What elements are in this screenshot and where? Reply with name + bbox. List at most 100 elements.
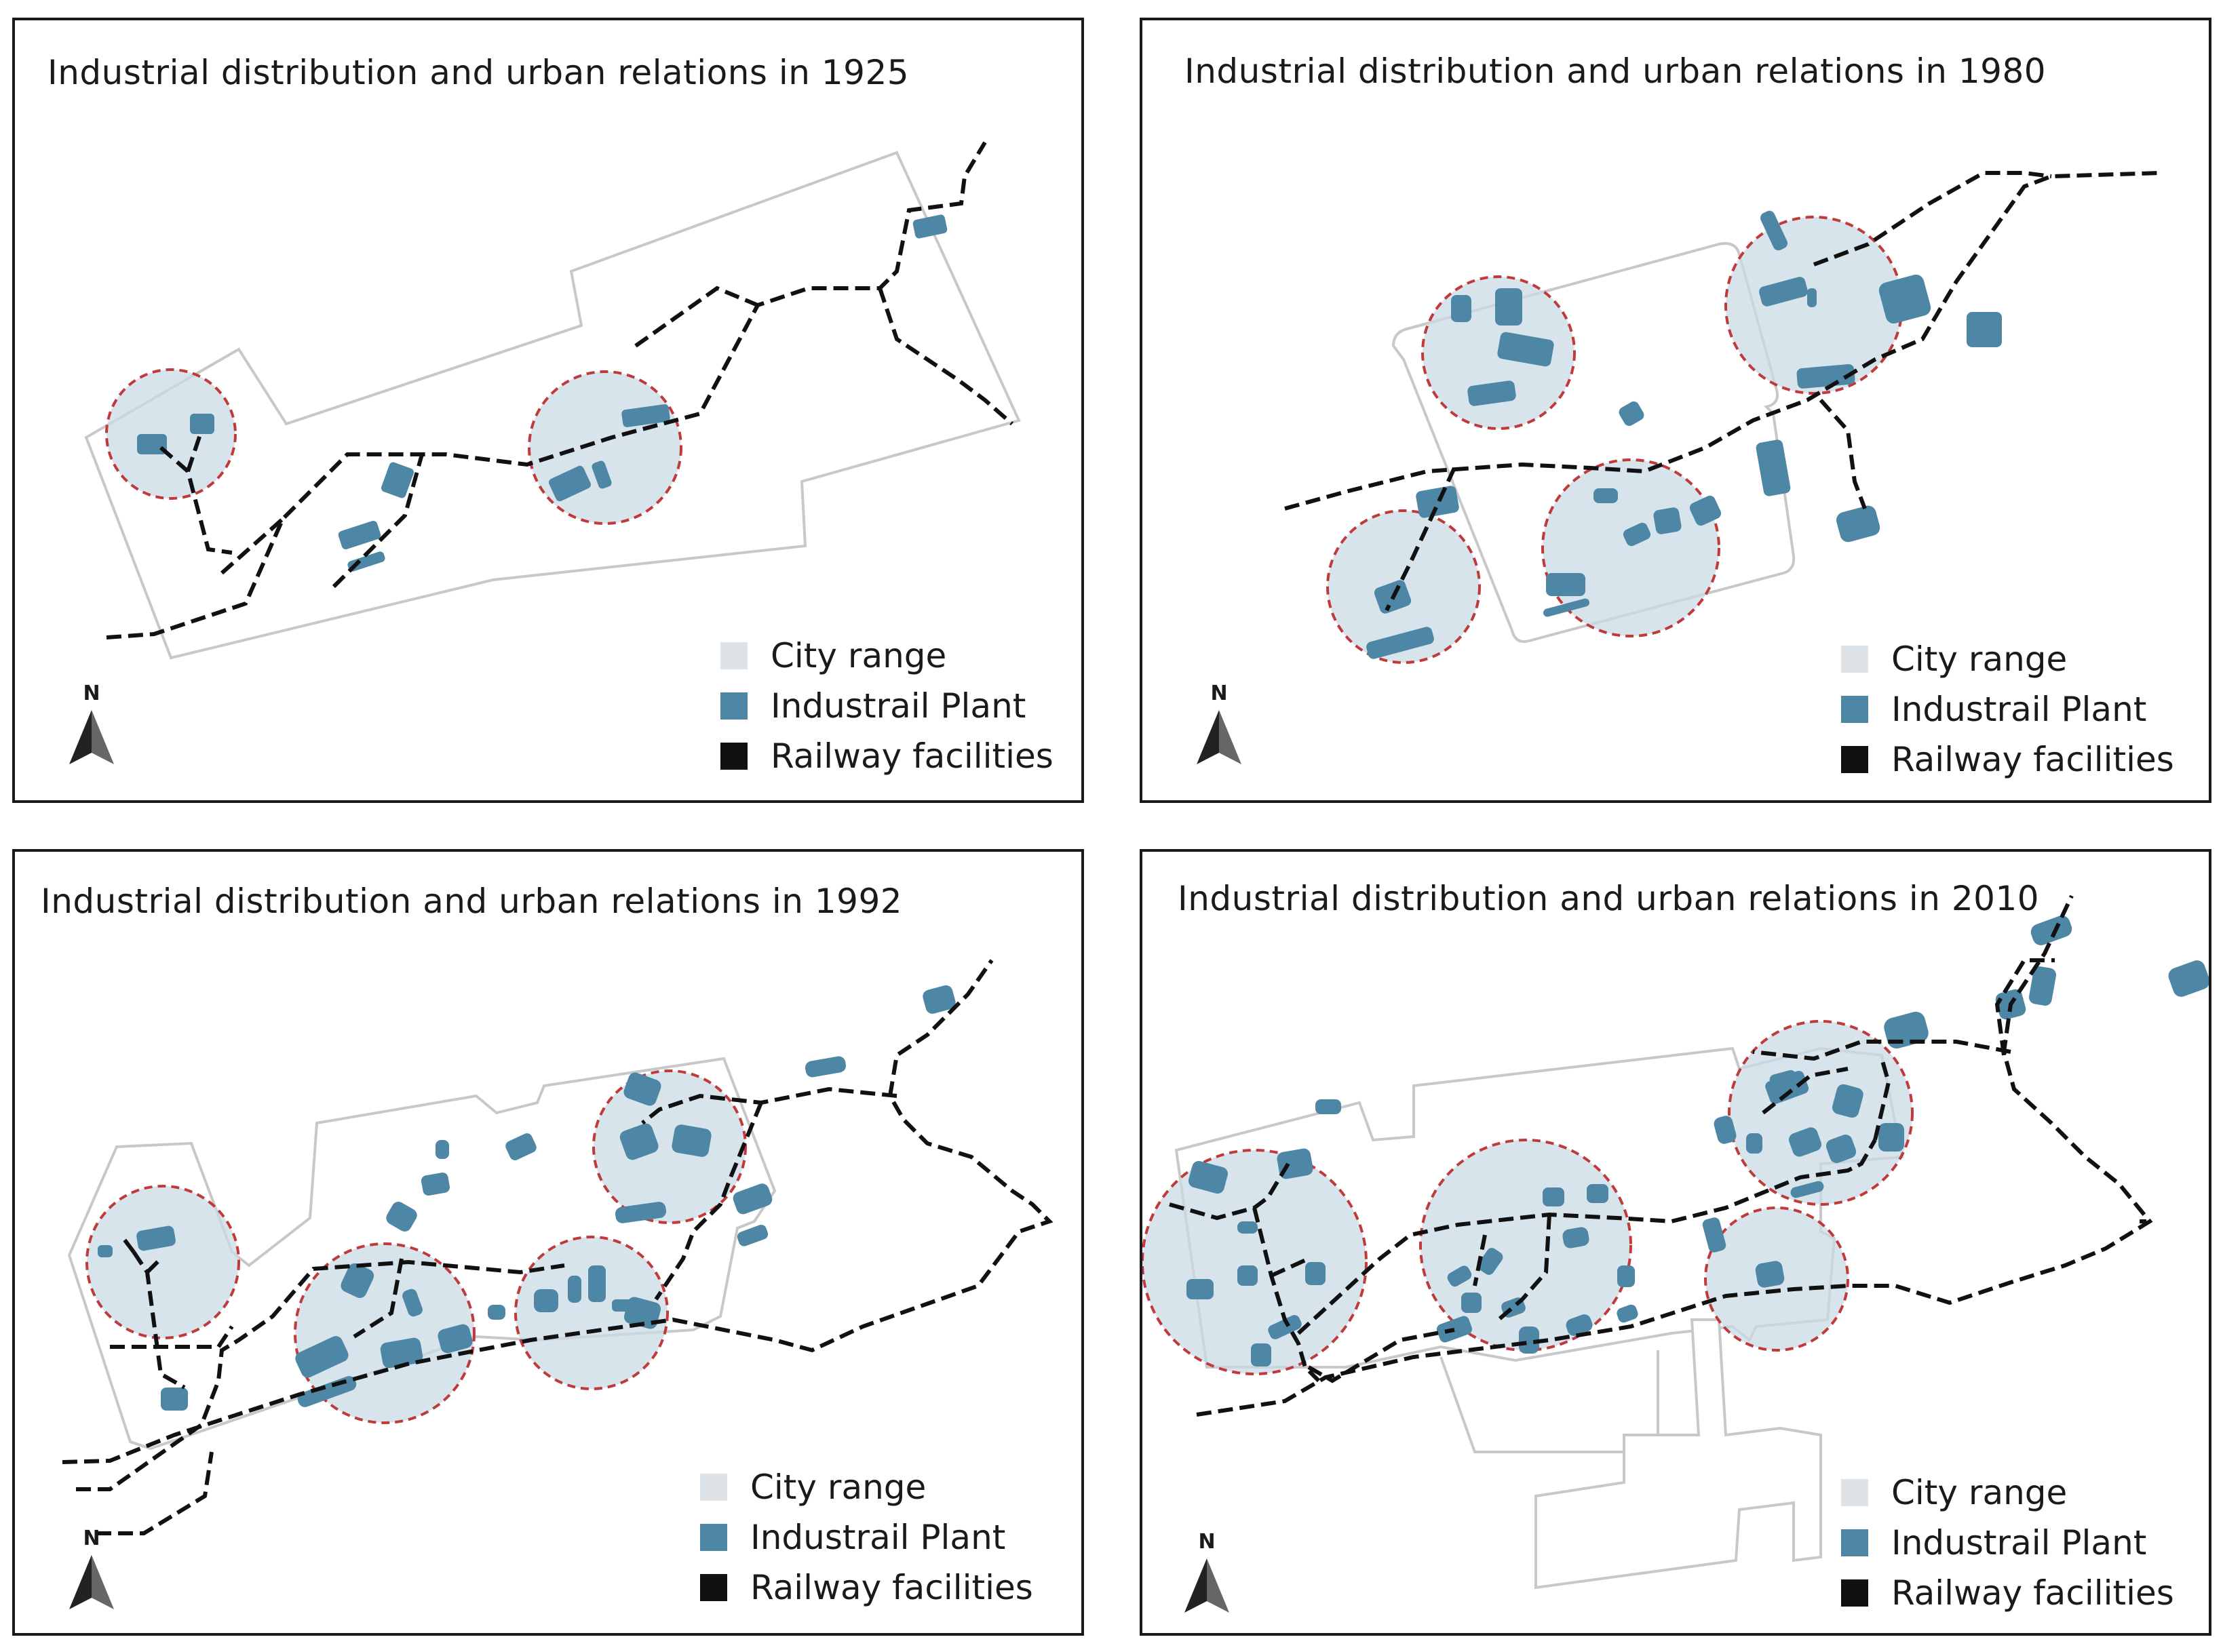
industrial-plant <box>737 1225 769 1246</box>
industrial-plant <box>1765 1071 1809 1104</box>
industrial-plant <box>1807 288 1817 307</box>
legend-item-industrial-plant: Industrail Plant <box>720 681 1053 731</box>
north-arrow-icon <box>69 1555 114 1609</box>
legend-label: Railway facilities <box>771 736 1053 776</box>
industrial-plant <box>190 414 214 434</box>
railway-swatch <box>720 743 748 770</box>
legend-label: Railway facilities <box>1891 740 2174 779</box>
city-range-outline <box>1534 1318 1822 1590</box>
industrial-plant <box>1237 1221 1258 1234</box>
industrial-plant <box>341 1263 374 1299</box>
legend-label: Railway facilities <box>750 1568 1033 1607</box>
panel-title: Industrial distribution and urban relati… <box>1184 52 2047 91</box>
railway-line <box>1196 894 2153 1417</box>
industrial-plant <box>805 1056 847 1078</box>
railway-lines <box>1169 894 2153 1417</box>
railway-lines <box>106 141 1013 640</box>
legend-label: Industrail Plant <box>750 1518 1006 1557</box>
railway-lines <box>62 959 1053 1535</box>
legend-item-industrial-plant: Industrail Plant <box>1841 684 2174 734</box>
north-arrow: N <box>1176 1530 1237 1618</box>
industrial-plant <box>1878 274 1931 324</box>
industrial-plant <box>1566 1314 1593 1336</box>
railway-line <box>132 1251 186 1390</box>
map-canvas-1992 <box>62 959 1053 1535</box>
panel-title: Industrial distribution and urban relati… <box>1178 879 2040 918</box>
industrial-plant <box>1416 486 1459 518</box>
industrial-plant <box>1305 1262 1326 1285</box>
industrial-plant <box>1790 1181 1824 1198</box>
railway-line <box>641 1086 897 1125</box>
industrial-plant <box>1714 1116 1737 1144</box>
industrial-plant <box>2030 916 2072 945</box>
industrial-cluster-buffer <box>105 368 237 500</box>
panel-title: Industrial distribution and urban relati… <box>41 882 903 921</box>
industrial-cluster-buffer <box>1541 458 1720 637</box>
legend-item-industrial-plant: Industrail Plant <box>700 1512 1033 1562</box>
industrial-plant <box>1836 505 1880 543</box>
industrial-plant <box>1825 1135 1857 1163</box>
industrial-plant <box>1796 363 1855 389</box>
industrial-plant <box>1436 1316 1473 1343</box>
industrial-cluster-buffer <box>1419 1139 1632 1352</box>
industrial-plant <box>1451 295 1471 322</box>
city-range-swatch <box>1841 1479 1868 1506</box>
map-panel-2010: Industrial distribution and urban relati… <box>1140 849 2211 1636</box>
railway-line <box>1873 1058 1891 1141</box>
north-label: N <box>1210 682 1228 705</box>
railway-line <box>332 454 424 589</box>
city-range-swatch <box>720 642 748 669</box>
railway-line <box>878 288 1013 426</box>
industrial-plant <box>1619 401 1644 427</box>
industrial-plant <box>438 1324 473 1354</box>
industrial-plant <box>1543 598 1590 617</box>
industrial-plant <box>1756 439 1791 496</box>
industrial-plant <box>488 1305 505 1320</box>
industrial-plant <box>615 1202 667 1223</box>
legend-item-city-range: City range <box>700 1462 1033 1512</box>
map-legend: City range Industrail Plant Railway faci… <box>720 631 1053 781</box>
industrial-plant <box>1759 277 1808 307</box>
map-legend: City range Industrail Plant Railway faci… <box>1841 634 2174 785</box>
railway-swatch <box>1841 1579 1868 1607</box>
industrial-plant <box>1617 1265 1635 1287</box>
industrial-plant <box>588 1265 606 1302</box>
legend-label: City range <box>750 1468 927 1507</box>
industrial-plant <box>672 1124 712 1157</box>
industrial-plant <box>1477 1248 1503 1275</box>
panel-title: Industrial distribution and urban relati… <box>47 53 910 92</box>
industrial-plant <box>923 985 956 1014</box>
legend-item-railway: Railway facilities <box>720 731 1053 781</box>
railway-line <box>654 1101 763 1301</box>
railway-line <box>76 1259 565 1491</box>
legend-item-city-range: City range <box>720 631 1053 681</box>
city-range-outline <box>1439 1350 1659 1453</box>
legend-label: Railway facilities <box>1891 1573 2174 1613</box>
railway-line <box>353 1258 404 1339</box>
industrial-plant <box>1497 332 1554 367</box>
legend-label: Industrail Plant <box>1891 690 2147 729</box>
industrial-plant <box>1237 1265 1258 1286</box>
industrial-plant <box>621 404 670 427</box>
railway-line <box>1752 1040 2011 1061</box>
industrial-plant <box>386 1202 417 1232</box>
map-legend: City range Industrail Plant Railway faci… <box>700 1462 1033 1613</box>
city-range-swatch <box>1841 646 1868 673</box>
railway-line <box>1497 1214 1551 1322</box>
industrial-cluster-buffer <box>1728 1020 1914 1206</box>
legend-label: City range <box>1891 1473 2068 1512</box>
map-canvas-1925 <box>84 141 1021 660</box>
industrial-plant <box>381 462 414 498</box>
industrial-plant <box>1543 1187 1564 1206</box>
industrial-plant-swatch <box>1841 696 1868 723</box>
legend-item-railway: Railway facilities <box>1841 1568 2174 1618</box>
industrial-plant <box>1519 1326 1539 1354</box>
industrial-plant <box>1884 1011 1929 1049</box>
industrial-plant <box>1878 1123 1904 1152</box>
legend-item-railway: Railway facilities <box>1841 734 2174 785</box>
industrial-plant <box>1495 288 1522 326</box>
railway-line <box>159 446 233 555</box>
industrial-cluster-buffer <box>1142 1149 1368 1375</box>
legend-item-industrial-plant: Industrail Plant <box>1841 1518 2174 1568</box>
industrial-plant-swatch <box>700 1524 727 1551</box>
